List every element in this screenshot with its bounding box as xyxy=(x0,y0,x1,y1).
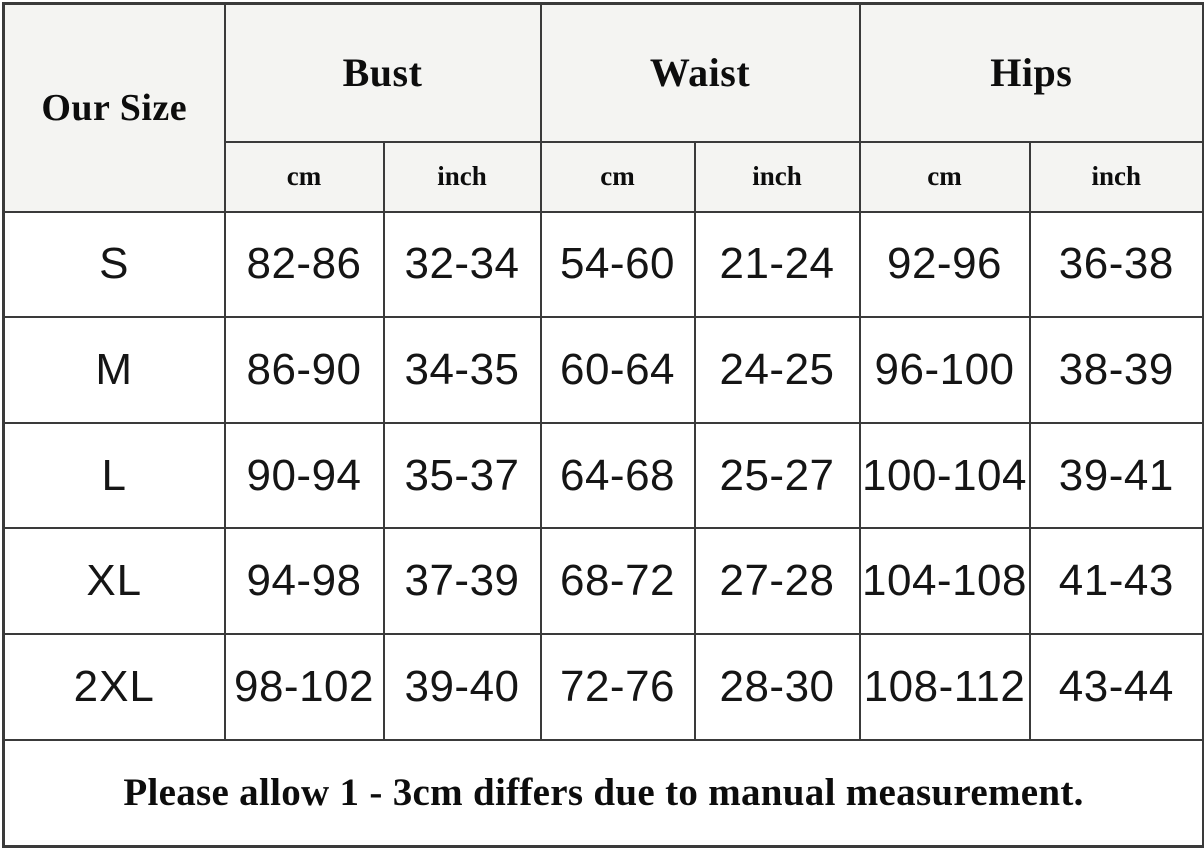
measurement-cell: 28-30 xyxy=(693,633,861,741)
table-row-m: M 86-90 34-35 60-64 24-25 96-100 38-39 xyxy=(2,316,1204,424)
bust-inch-header: inch xyxy=(382,140,542,213)
measurement-cell: 108-112 xyxy=(858,633,1031,741)
table-row-2xl: 2XL 98-102 39-40 72-76 28-30 108-112 43-… xyxy=(2,633,1204,741)
measurement-cell: 27-28 xyxy=(693,527,861,636)
measurement-cell: 90-94 xyxy=(223,421,385,530)
measurement-cell: 38-39 xyxy=(1028,316,1204,424)
table-row-s: S 82-86 32-34 54-60 21-24 92-96 36-38 xyxy=(2,210,1204,319)
measurement-cell: 60-64 xyxy=(539,316,696,424)
measurement-cell: 96-100 xyxy=(858,316,1031,424)
hips-cm-header: cm xyxy=(858,140,1031,213)
waist-inch-header: inch xyxy=(693,140,861,213)
measurement-cell: 34-35 xyxy=(382,316,542,424)
measurement-cell: 92-96 xyxy=(858,210,1031,319)
measurement-cell: 68-72 xyxy=(539,527,696,636)
measurement-cell: 25-27 xyxy=(693,421,861,530)
header-group-row: Our Size Bust Waist Hips xyxy=(2,2,1204,213)
measurement-cell: 39-41 xyxy=(1028,421,1204,530)
bust-group-header: Bust xyxy=(223,2,542,143)
header-unit-row: cm inch cm inch cm inch xyxy=(4,140,1204,213)
measurement-cell: 98-102 xyxy=(223,633,385,741)
waist-cm-header: cm xyxy=(539,140,696,213)
measurement-cell: 94-98 xyxy=(223,527,385,636)
footer-row: Please allow 1 - 3cm differs due to manu… xyxy=(2,738,1204,848)
size-cell: XL xyxy=(2,527,226,636)
measurement-cell: 86-90 xyxy=(223,316,385,424)
hips-inch-header: inch xyxy=(1028,140,1204,213)
our-size-header: Our Size xyxy=(2,2,226,213)
measurement-cell: 82-86 xyxy=(223,210,385,319)
measurement-cell: 100-104 xyxy=(858,421,1031,530)
measurement-cell: 21-24 xyxy=(693,210,861,319)
measurement-cell: 43-44 xyxy=(1028,633,1204,741)
size-cell: 2XL xyxy=(2,633,226,741)
measurement-cell: 54-60 xyxy=(539,210,696,319)
measurement-cell: 41-43 xyxy=(1028,527,1204,636)
bust-cm-header: cm xyxy=(223,140,385,213)
measurement-cell: 39-40 xyxy=(382,633,542,741)
measurement-cell: 64-68 xyxy=(539,421,696,530)
measurement-cell: 24-25 xyxy=(693,316,861,424)
hips-group-header: Hips xyxy=(858,2,1204,143)
measurement-cell: 36-38 xyxy=(1028,210,1204,319)
measurement-cell: 104-108 xyxy=(858,527,1031,636)
measurement-cell: 32-34 xyxy=(382,210,542,319)
size-cell: M xyxy=(2,316,226,424)
waist-group-header: Waist xyxy=(539,2,861,143)
measurement-cell: 35-37 xyxy=(382,421,542,530)
table-row-l: L 90-94 35-37 64-68 25-27 100-104 39-41 xyxy=(2,421,1204,530)
footer-note: Please allow 1 - 3cm differs due to manu… xyxy=(2,738,1204,848)
table-row-xl: XL 94-98 37-39 68-72 27-28 104-108 41-43 xyxy=(2,527,1204,636)
measurement-cell: 37-39 xyxy=(382,527,542,636)
measurement-cell: 72-76 xyxy=(539,633,696,741)
size-cell: S xyxy=(2,210,226,319)
size-cell: L xyxy=(2,421,226,530)
